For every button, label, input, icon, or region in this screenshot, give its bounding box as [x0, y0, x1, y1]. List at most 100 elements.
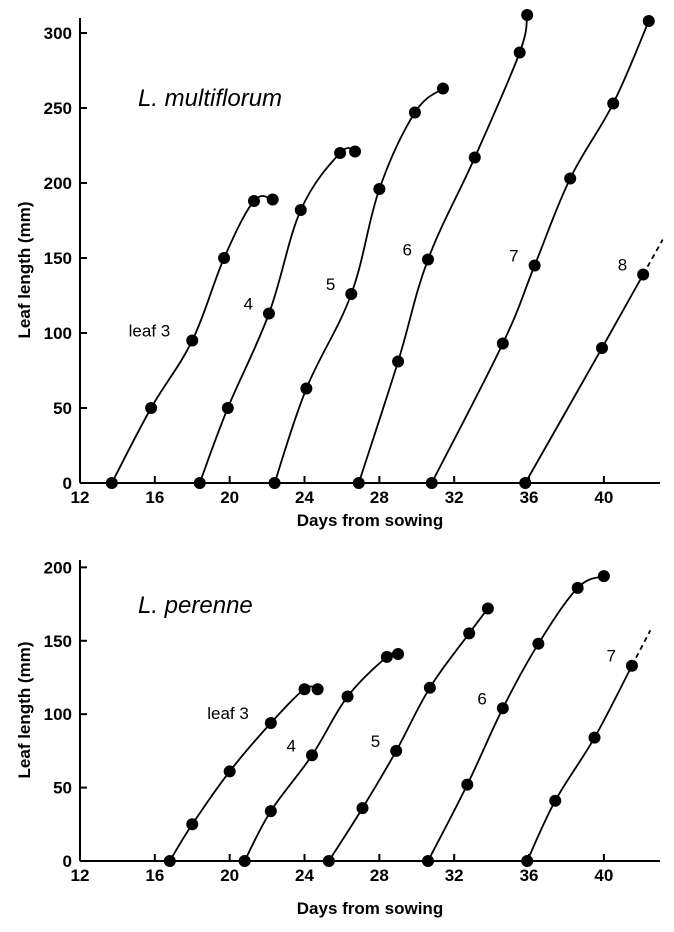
data-point	[521, 9, 534, 21]
species-title-perenne: L. perenne	[138, 592, 253, 619]
data-point	[564, 172, 577, 185]
data-point	[238, 855, 251, 867]
x-tick-label: 32	[445, 866, 464, 885]
data-point	[532, 637, 545, 650]
x-tick-label: 20	[220, 866, 239, 885]
x-tick-label: 20	[220, 488, 239, 507]
x-tick-label: 28	[370, 488, 389, 507]
x-tick-label: 40	[594, 488, 613, 507]
data-point	[380, 650, 393, 663]
chart-multiflorum: 12 16 20 24 28 32 36 40 0 50 100 150 200 250 300 leaf …	[15, 9, 664, 530]
y-tick-label: 100	[44, 324, 72, 343]
data-point	[264, 805, 277, 818]
data-point	[345, 288, 358, 300]
data-point	[248, 195, 260, 207]
y-tick-label: 250	[44, 99, 72, 118]
series-label: leaf 3	[207, 704, 249, 723]
series-label: 7	[606, 647, 615, 666]
series-label: 6	[403, 241, 412, 260]
data-point	[597, 570, 610, 583]
y-tick-label: 0	[63, 852, 72, 871]
series-label: 4	[243, 295, 252, 314]
data-point	[463, 627, 476, 640]
data-point	[422, 253, 434, 266]
data-point	[341, 690, 354, 703]
data-point	[262, 307, 275, 320]
data-point	[268, 477, 281, 489]
x-tick-label: 40	[594, 866, 613, 885]
data-point	[571, 581, 584, 594]
data-point	[637, 268, 650, 281]
x-tick-label: 24	[295, 866, 314, 885]
data-point	[298, 683, 311, 696]
data-point	[334, 147, 347, 159]
series-line	[427, 575, 605, 862]
y-axis-label-multiflorum: Leaf length (mm)	[15, 202, 34, 339]
x-axis-label-perenne: Days from sowing	[297, 899, 443, 918]
data-point	[607, 97, 620, 110]
data-point	[145, 402, 158, 414]
data-point	[519, 477, 532, 489]
series-line	[524, 274, 644, 484]
y-tick-label: 150	[44, 249, 72, 268]
data-point	[392, 647, 405, 660]
data-point	[349, 145, 362, 158]
data-point	[390, 744, 403, 757]
y-tick-label: 50	[53, 779, 72, 798]
series-label: 8	[618, 256, 627, 275]
data-point	[513, 46, 526, 59]
data-point	[266, 193, 279, 206]
x-tick-label: 24	[295, 488, 314, 507]
data-point	[300, 382, 313, 395]
y-tick-label: 150	[44, 632, 72, 651]
y-tick-label: 300	[44, 24, 72, 43]
data-point	[264, 716, 277, 729]
x-tick-label: 16	[145, 866, 164, 885]
data-point	[642, 15, 655, 27]
data-point	[588, 731, 601, 744]
y-tick-label: 50	[53, 399, 72, 418]
x-tick-label: 36	[520, 866, 539, 885]
data-point	[423, 681, 436, 694]
data-point	[221, 402, 234, 414]
x-tick-label: 12	[71, 488, 90, 507]
data-point	[294, 204, 307, 216]
data-point	[422, 855, 434, 867]
data-point	[311, 683, 324, 696]
data-point	[352, 477, 365, 489]
species-title-multiflorum: L. multiflorum	[138, 85, 282, 112]
data-point	[436, 82, 449, 95]
series-label: 5	[326, 275, 335, 294]
data-point	[105, 477, 118, 489]
x-axis-label-multiflorum: Days from sowing	[297, 511, 443, 530]
data-point	[306, 749, 318, 762]
series-line	[430, 20, 650, 484]
series-line	[328, 607, 489, 862]
data-point	[186, 818, 199, 831]
data-point	[322, 855, 335, 867]
data-point	[468, 151, 481, 164]
series-label: 4	[287, 736, 296, 755]
x-tick-label: 32	[445, 488, 464, 507]
data-point	[625, 659, 638, 672]
x-tick-label: 12	[71, 866, 90, 885]
y-tick-label: 100	[44, 705, 72, 724]
data-point	[425, 477, 438, 489]
data-point	[408, 106, 421, 119]
series-label: 7	[509, 247, 518, 266]
data-point	[218, 252, 231, 264]
series-label: leaf 3	[129, 322, 171, 341]
y-tick-label: 200	[44, 558, 72, 577]
y-axis-label-perenne: Leaf length (mm)	[15, 642, 34, 779]
series-extension	[642, 239, 664, 275]
data-point	[549, 794, 562, 807]
data-point	[186, 334, 199, 347]
y-tick-label: 0	[63, 474, 72, 493]
x-tick-label: 36	[520, 488, 539, 507]
x-tick-label: 16	[145, 488, 164, 507]
data-point	[481, 602, 494, 615]
data-point	[163, 855, 176, 867]
data-point	[496, 702, 509, 715]
